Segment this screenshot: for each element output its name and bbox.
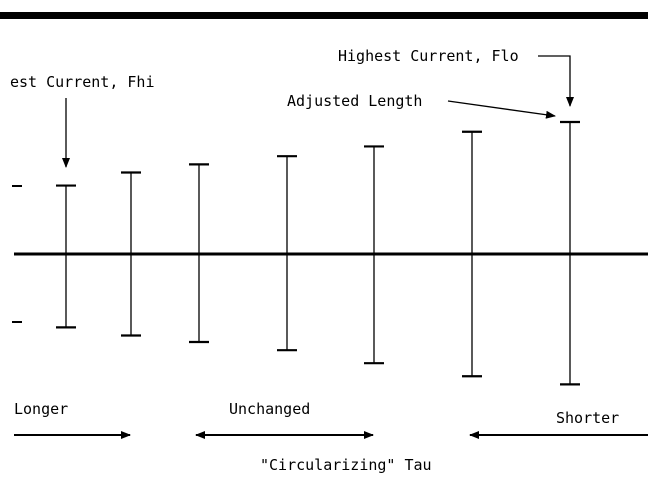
label-adjusted-length: Adjusted Length <box>287 92 422 110</box>
label-circularizing-tau: "Circularizing" Tau <box>260 456 432 474</box>
label-highest-current-fhi: est Current, Fhi <box>10 73 155 91</box>
label-shorter: Shorter <box>556 409 619 427</box>
bars-group <box>56 120 580 386</box>
leader-adjusted-length-arrow <box>447 100 556 119</box>
leader-flo-arrow <box>538 55 574 107</box>
label-longer: Longer <box>14 400 68 418</box>
label-unchanged: Unchanged <box>229 400 310 418</box>
top-border <box>0 12 648 19</box>
label-highest-current-flo: Highest Current, Flo <box>338 47 519 65</box>
